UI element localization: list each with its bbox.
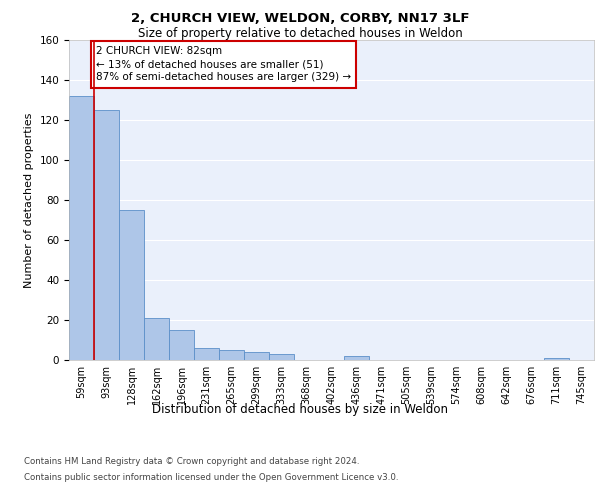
Text: 2 CHURCH VIEW: 82sqm
← 13% of detached houses are smaller (51)
87% of semi-detac: 2 CHURCH VIEW: 82sqm ← 13% of detached h… — [96, 46, 351, 82]
Text: Contains HM Land Registry data © Crown copyright and database right 2024.: Contains HM Land Registry data © Crown c… — [24, 458, 359, 466]
Bar — [244, 352, 269, 360]
Bar — [69, 96, 94, 360]
Bar — [544, 358, 569, 360]
Bar — [119, 210, 144, 360]
Text: Distribution of detached houses by size in Weldon: Distribution of detached houses by size … — [152, 402, 448, 415]
Text: 2, CHURCH VIEW, WELDON, CORBY, NN17 3LF: 2, CHURCH VIEW, WELDON, CORBY, NN17 3LF — [131, 12, 469, 26]
Bar — [344, 356, 369, 360]
Bar — [169, 330, 194, 360]
Bar — [269, 354, 294, 360]
Text: Contains public sector information licensed under the Open Government Licence v3: Contains public sector information licen… — [24, 472, 398, 482]
Text: Size of property relative to detached houses in Weldon: Size of property relative to detached ho… — [137, 28, 463, 40]
Bar — [94, 110, 119, 360]
Y-axis label: Number of detached properties: Number of detached properties — [24, 112, 34, 288]
Bar — [219, 350, 244, 360]
Bar — [144, 318, 169, 360]
Bar — [194, 348, 219, 360]
